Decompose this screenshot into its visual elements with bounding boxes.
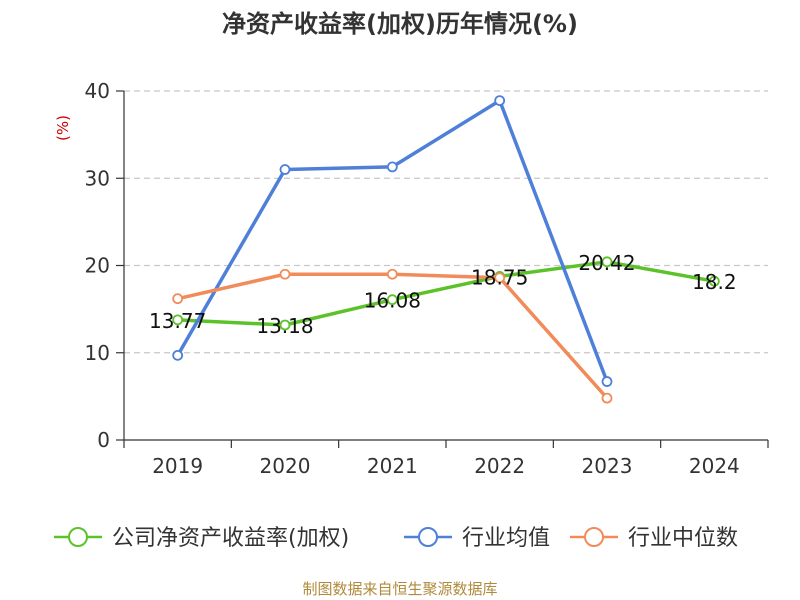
- legend-marker-1: [418, 527, 438, 547]
- x-tick-label-2021: 2021: [367, 454, 418, 478]
- legend-label-1: 行业均值: [462, 526, 550, 551]
- x-tick-label-2020: 2020: [260, 454, 311, 478]
- legend: 公司净资产收益率(加权) 行业均值 行业中位数: [54, 526, 738, 551]
- series-group: [172, 95, 720, 404]
- series-2-point-2021: [386, 268, 398, 280]
- x-tick-label-2024: 2024: [689, 454, 740, 478]
- legend-label-2: 行业中位数: [628, 526, 738, 551]
- y-axis-label: (%): [54, 115, 72, 141]
- legend-marker-2: [584, 527, 604, 547]
- series-2-point-2022: [494, 272, 506, 284]
- series-1-point-2023: [601, 376, 613, 387]
- series-2-point-2023: [601, 392, 613, 404]
- series-0-point-2024: [708, 275, 720, 287]
- x-tick-label-2023: 2023: [582, 454, 633, 478]
- series-line-0: [177, 260, 715, 327]
- series-0-point-2023: [601, 256, 613, 268]
- data-label-2024: 18.2: [692, 270, 737, 294]
- series-1-point-2019: [172, 349, 184, 361]
- y-tick-label-20: 20: [85, 254, 110, 278]
- series-1-point-2022: [494, 95, 506, 106]
- data-label-2020: 13.18: [256, 314, 313, 338]
- chart-title: 净资产收益率(加权)历年情况(%): [222, 10, 578, 38]
- data-label-2022: 18.75: [471, 265, 528, 289]
- y-tick-label-40: 40: [85, 79, 110, 103]
- series-2-point-2020: [279, 268, 291, 280]
- y-tick-label-30: 30: [85, 166, 110, 190]
- legend-label-0: 公司净资产收益率(加权): [112, 526, 349, 551]
- x-tick-label-2019: 2019: [152, 454, 203, 478]
- source-note: 制图数据来自恒生聚源数据库: [302, 580, 498, 598]
- series-0-point-2020: [279, 319, 291, 331]
- axes: 0 10 20 30 40 (%) 2019 2020 2021 2022 2023 2024: [54, 79, 769, 478]
- y-tick-label-0: 0: [97, 428, 110, 452]
- data-label-2023: 20.42: [578, 251, 635, 275]
- series-1-point-2020: [279, 164, 291, 175]
- x-tick-label-2022: 2022: [474, 454, 525, 478]
- legend-marker-0: [68, 527, 88, 547]
- data-label-2019: 13.77: [149, 309, 206, 333]
- series-1-point-2021: [386, 161, 398, 173]
- data-labels: 13.77 13.18 16.08 18.75 20.42 18.2: [149, 251, 737, 338]
- series-2-point-2019: [172, 293, 184, 305]
- series-0-point-2019: [172, 314, 184, 326]
- grid-lines: [124, 90, 768, 354]
- series-line-1: [176, 98, 609, 383]
- data-label-2021: 16.08: [364, 289, 421, 313]
- y-tick-label-10: 10: [85, 341, 110, 365]
- series-0-point-2021: [386, 294, 398, 306]
